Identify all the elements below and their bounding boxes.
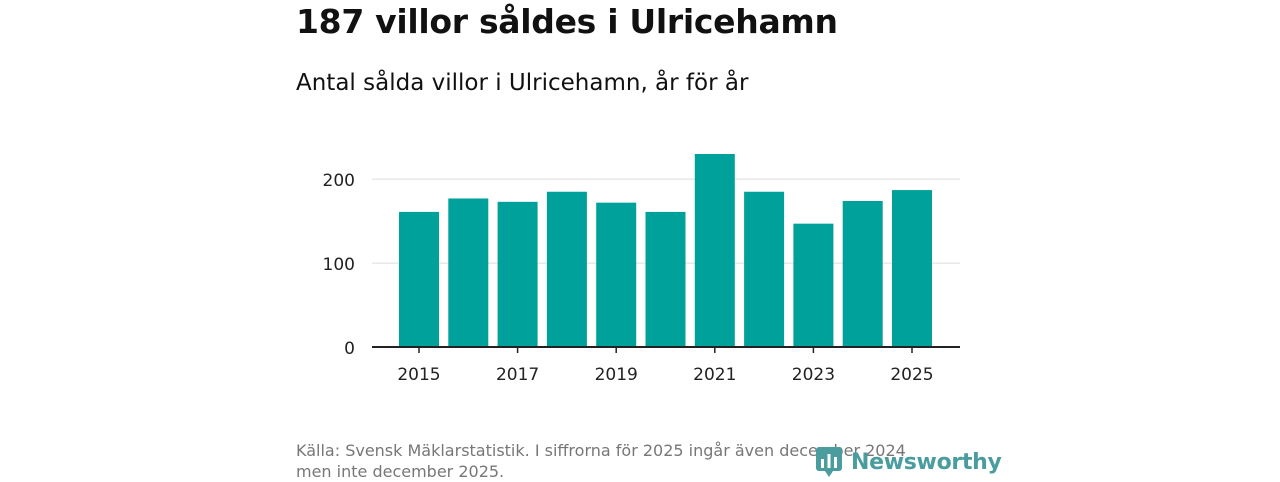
- bar-2015: [399, 211, 439, 347]
- x-tick-label: 2023: [792, 365, 835, 385]
- bar-2025: [892, 190, 932, 347]
- bar-2023: [793, 223, 834, 347]
- source-note: Källa: Svensk Mäklarstatistik. I siffror…: [296, 440, 906, 482]
- bar-2020: [645, 211, 686, 347]
- bar-chart-logo-icon: [816, 447, 842, 477]
- y-tick-label: 0: [344, 339, 355, 359]
- bar-2021: [694, 154, 735, 347]
- x-tick-label: 2021: [693, 365, 736, 385]
- bar-2017: [497, 201, 538, 347]
- x-tick-label: 2019: [595, 365, 638, 385]
- chart-title: 187 villor såldes i Ulricehamn: [296, 2, 838, 41]
- axes: 0 100 200 2015 2017 2019 2021 2023 2025: [323, 171, 960, 385]
- bar-2024: [842, 200, 883, 347]
- x-tick-label: 2025: [890, 365, 933, 385]
- y-tick-label: 200: [323, 171, 355, 191]
- source-line-1: Källa: Svensk Mäklarstatistik. I siffror…: [296, 441, 906, 460]
- bar-2016: [448, 198, 489, 347]
- source-line-2: men inte december 2025.: [296, 462, 505, 481]
- logo-text: Newsworthy: [851, 449, 1002, 475]
- chart-subtitle: Antal sålda villor i Ulricehamn, år för …: [296, 70, 749, 96]
- bar-2019: [596, 202, 637, 347]
- x-tick-label: 2017: [496, 365, 539, 385]
- bar-2022: [744, 191, 785, 347]
- newsworthy-logo: Newsworthy: [815, 446, 1002, 478]
- x-tick-label: 2015: [397, 365, 440, 385]
- bars: [399, 154, 932, 347]
- y-tick-label: 100: [323, 255, 355, 275]
- bar-2018: [546, 191, 587, 347]
